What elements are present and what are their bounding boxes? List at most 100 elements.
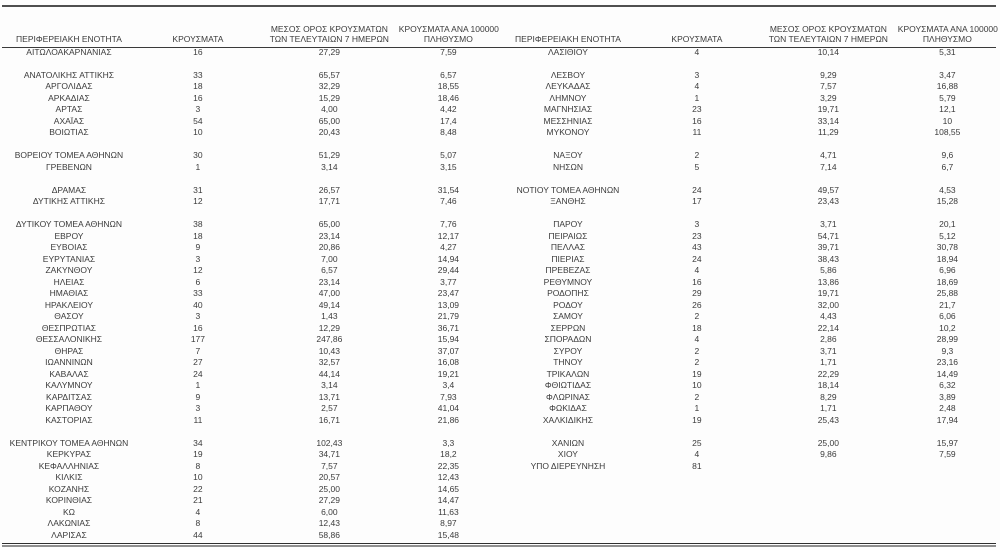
cell-cases bbox=[635, 530, 759, 542]
table-row: ΠΑΡΟΥ 3 3,71 20,1 bbox=[501, 219, 997, 231]
cell-avg7: 65,00 bbox=[318, 115, 340, 126]
cell-region: ΖΑΚΥΝΘΟΥ bbox=[45, 265, 93, 275]
table-row: ΜΕΣΣΗΝΙΑΣ 16 33,14 10 bbox=[501, 116, 997, 128]
cell-avg7: 27,29 bbox=[318, 495, 340, 505]
cell-cases bbox=[635, 484, 759, 496]
cell-per100k: 8,97 bbox=[440, 518, 457, 528]
cell-region: ΜΑΓΝΗΣΙΑΣ bbox=[543, 104, 593, 114]
cell-region: ΘΕΣΣΑΛΟΝΙΚΗΣ bbox=[35, 334, 103, 344]
cell-cases: 18 bbox=[692, 322, 702, 333]
cell-per100k: 6,32 bbox=[939, 380, 956, 390]
spacer-row bbox=[501, 208, 997, 220]
cell-cases: 11 bbox=[193, 414, 203, 425]
cell-per100k: 5,79 bbox=[939, 92, 956, 103]
cell-region: ΑΧΑΪΑΣ bbox=[53, 115, 85, 126]
cell-per100k: 17,4 bbox=[440, 115, 457, 126]
cell-avg7: 25,43 bbox=[817, 414, 839, 425]
cell-avg7: 8,29 bbox=[820, 391, 837, 402]
cell-avg7: 27,29 bbox=[318, 46, 340, 57]
cell-avg7: 7,57 bbox=[820, 81, 837, 91]
top-rule bbox=[2, 5, 996, 7]
cell-cases: 16 bbox=[193, 46, 203, 57]
col-header-region: ΠΕΡΙΦΕΡΕΙΑΚΗ ΕΝΟΤΗΤΑ bbox=[16, 34, 122, 45]
cell-region: ΔΥΤΙΚΗΣ ΑΤΤΙΚΗΣ bbox=[32, 196, 105, 206]
cell-avg7: 3,71 bbox=[820, 219, 837, 229]
table-row: ΚΑΡΔΙΤΣΑΣ 9 13,71 7,93 bbox=[2, 392, 498, 404]
cell-per100k: 29,44 bbox=[437, 265, 460, 275]
cell-per100k: 22,35 bbox=[437, 460, 460, 471]
cell-avg7: 33,14 bbox=[817, 115, 839, 126]
cell-region: ΚΑΛΥΜΝΟΥ bbox=[45, 380, 93, 390]
table-row: ΠΙΕΡΙΑΣ 24 38,43 18,94 bbox=[501, 254, 997, 266]
cell-cases: 18 bbox=[193, 230, 203, 241]
cell-per100k: 4,27 bbox=[440, 242, 457, 252]
cell-avg7: 7,00 bbox=[321, 253, 338, 264]
table-row: ΠΕΙΡΑΙΩΣ 23 54,71 5,12 bbox=[501, 231, 997, 243]
cell-region: ΚΕΦΑΛΛΗΝΙΑΣ bbox=[38, 460, 100, 471]
cell-region bbox=[501, 426, 635, 438]
cell-per100k: 9,6 bbox=[941, 150, 954, 160]
col-header-cases: ΚΡΟΥΣΜΑΤΑ bbox=[671, 34, 723, 45]
cell-avg7: 1,43 bbox=[321, 311, 338, 321]
spacer-row bbox=[2, 426, 498, 438]
cell-per100k: 31,54 bbox=[437, 184, 460, 195]
cell-region: ΣΑΜΟΥ bbox=[552, 311, 583, 321]
table-row: ΑΧΑΪΑΣ 54 65,00 17,4 bbox=[2, 116, 498, 128]
cell-region: ΝΟΤΙΟΥ ΤΟΜΕΑ ΑΘΗΝΩΝ bbox=[516, 184, 620, 195]
cell-region: ΚΑΒΑΛΑΣ bbox=[49, 368, 89, 379]
cell-avg7: 23,14 bbox=[318, 230, 340, 241]
cell-region: ΞΑΝΘΗΣ bbox=[550, 196, 586, 206]
cell-region: ΚΑΡΠΑΘΟΥ bbox=[45, 403, 93, 413]
cell-per100k bbox=[898, 58, 997, 70]
cell-cases: 3 bbox=[195, 104, 201, 114]
cell-avg7: 6,57 bbox=[321, 265, 338, 275]
cell-region: ΔΡΑΜΑΣ bbox=[51, 184, 87, 195]
spacer-row bbox=[2, 139, 498, 151]
cell-per100k bbox=[399, 173, 498, 185]
cell-cases: 43 bbox=[692, 242, 702, 252]
cell-region: ΥΠΟ ΔΙΕΡΕΥΝΗΣΗ bbox=[530, 460, 606, 471]
cell-per100k: 21,7 bbox=[939, 299, 956, 310]
cell-cases: 33 bbox=[193, 69, 203, 80]
cell-avg7: 23,14 bbox=[318, 276, 340, 287]
cell-region bbox=[2, 139, 136, 151]
cell-cases: 27 bbox=[193, 357, 203, 367]
cell-cases: 26 bbox=[692, 299, 702, 310]
cell-per100k: 6,96 bbox=[939, 265, 956, 275]
cell-per100k: 36,71 bbox=[437, 322, 460, 333]
cell-region: ΡΟΔΟΥ bbox=[553, 299, 583, 310]
cell-cases: 11 bbox=[692, 127, 702, 137]
cell-cases: 2 bbox=[694, 150, 700, 160]
cell-cases: 31 bbox=[193, 184, 203, 195]
cell-region bbox=[501, 530, 635, 542]
cell-avg7: 4,00 bbox=[321, 104, 338, 114]
table-row: ΞΑΝΘΗΣ 17 23,43 15,28 bbox=[501, 196, 997, 208]
cell-avg7 bbox=[759, 139, 898, 151]
cell-per100k: 25,88 bbox=[936, 288, 959, 298]
cell-cases: 30 bbox=[193, 150, 203, 160]
cell-per100k: 17,94 bbox=[936, 414, 959, 425]
cell-per100k bbox=[898, 426, 997, 438]
spacer-row bbox=[501, 173, 997, 185]
cell-per100k bbox=[898, 461, 997, 473]
table-row: ΚΑΛΥΜΝΟΥ 1 3,14 3,4 bbox=[2, 380, 498, 392]
table-row: ΛΕΣΒΟΥ 3 9,29 3,47 bbox=[501, 70, 997, 82]
cell-cases: 16 bbox=[193, 322, 203, 333]
cell-cases bbox=[136, 208, 260, 220]
table-row: ΛΕΥΚΑΔΑΣ 4 7,57 16,88 bbox=[501, 81, 997, 93]
col-header-avg7: ΜΕΣΟΣ ΟΡΟΣ ΚΡΟΥΣΜΑΤΩΝ ΤΩΝ ΤΕΛΕΥΤΑΙΩΝ 7 ΗΜ… bbox=[768, 24, 888, 45]
table-row: ΗΜΑΘΙΑΣ 33 47,00 23,47 bbox=[2, 288, 498, 300]
cell-per100k bbox=[399, 426, 498, 438]
cell-per100k: 7,76 bbox=[440, 219, 457, 229]
cell-cases: 1 bbox=[694, 92, 700, 103]
cell-cases: 16 bbox=[193, 92, 203, 103]
cell-region: ΚΟΖΑΝΗΣ bbox=[48, 483, 90, 494]
table-row: ΡΕΘΥΜΝΟΥ 16 13,86 18,69 bbox=[501, 277, 997, 289]
cell-region: ΓΡΕΒΕΝΩΝ bbox=[45, 161, 92, 172]
cell-cases: 23 bbox=[692, 230, 702, 241]
table-row: ΛΑΚΩΝΙΑΣ 8 12,43 8,97 bbox=[2, 518, 498, 530]
cell-region: ΛΕΣΒΟΥ bbox=[550, 69, 586, 80]
cell-cases: 9 bbox=[195, 242, 201, 252]
cell-region: ΚΩ bbox=[62, 506, 75, 517]
cell-per100k: 12,43 bbox=[437, 472, 460, 482]
